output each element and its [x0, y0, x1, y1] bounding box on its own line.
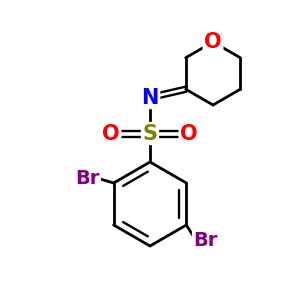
Text: N: N	[141, 88, 159, 107]
Text: O: O	[180, 124, 198, 143]
Text: S: S	[142, 124, 158, 143]
Text: O: O	[102, 124, 120, 143]
Text: Br: Br	[194, 231, 218, 250]
Text: Br: Br	[75, 169, 99, 188]
Text: O: O	[204, 32, 222, 52]
